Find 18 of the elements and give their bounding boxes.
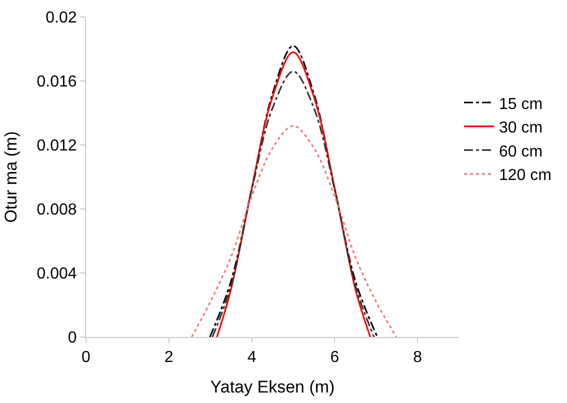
y-axis-title: Otur ma (m): [1, 131, 20, 223]
x-axis-title: Yatay Eksen (m): [210, 378, 335, 397]
x-tick-label: 0: [82, 349, 91, 366]
x-tick-label: 6: [330, 349, 340, 366]
y-tick-label: 0.008: [36, 202, 77, 219]
line-series: [190, 125, 398, 337]
x-tick-label: 4: [247, 349, 256, 366]
y-tick-label: 0: [68, 330, 77, 347]
y-tick-label: 0.004: [36, 266, 77, 283]
legend-label: 15 cm: [499, 96, 543, 113]
legend-label: 30 cm: [499, 120, 543, 137]
x-tick-label: 8: [413, 349, 422, 366]
y-tick-label: 0.02: [46, 10, 77, 27]
legend-label: 120 cm: [499, 167, 552, 184]
y-tick-label: 0.016: [36, 74, 77, 91]
legend-label: 60 cm: [499, 143, 543, 160]
y-tick-label: 0.012: [36, 138, 77, 155]
x-tick-label: 2: [164, 349, 174, 366]
